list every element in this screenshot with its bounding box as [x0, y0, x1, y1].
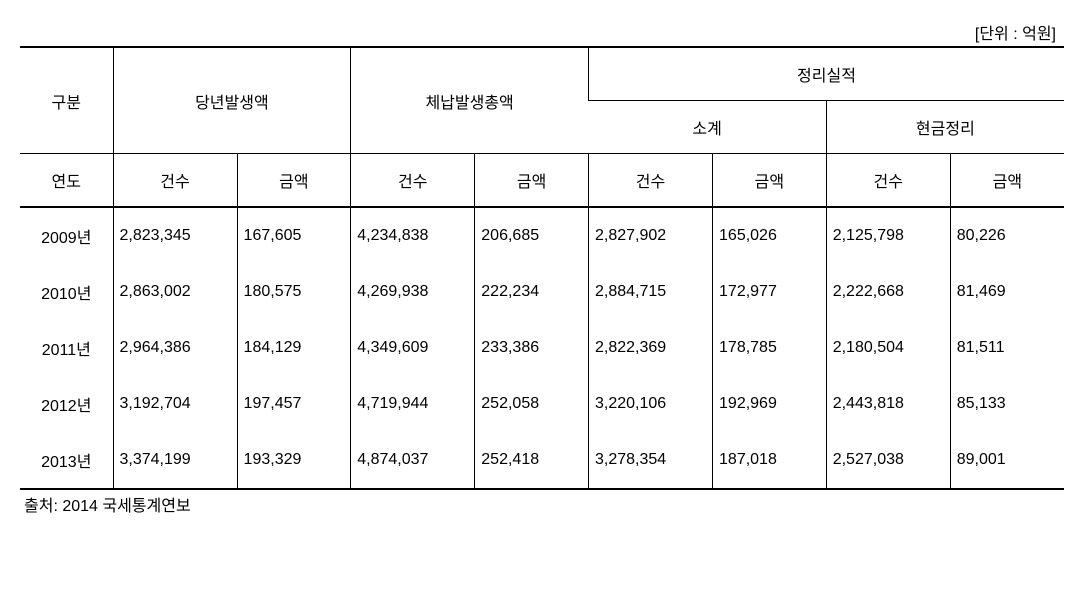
source-note: 출처: 2014 국세통계연보	[20, 492, 1064, 516]
amount-cell: 197,457	[237, 376, 351, 432]
amount-cell: 252,058	[475, 376, 589, 432]
table-row: 2011년2,964,386184,1294,349,609233,3862,8…	[20, 320, 1064, 376]
count-cell: 2,964,386	[113, 320, 237, 376]
table-row: 2009년2,823,345167,6054,234,838206,6852,8…	[20, 208, 1064, 264]
header-year: 연도	[20, 154, 113, 208]
amount-cell: 81,469	[950, 264, 1064, 320]
header-count: 건수	[588, 154, 712, 208]
count-cell: 2,863,002	[113, 264, 237, 320]
count-cell: 4,234,838	[351, 208, 475, 264]
amount-cell: 81,511	[950, 320, 1064, 376]
amount-cell: 206,685	[475, 208, 589, 264]
count-cell: 2,180,504	[826, 320, 950, 376]
amount-cell: 252,418	[475, 432, 589, 489]
amount-cell: 233,386	[475, 320, 589, 376]
amount-cell: 180,575	[237, 264, 351, 320]
amount-cell: 178,785	[713, 320, 827, 376]
count-cell: 2,827,902	[588, 208, 712, 264]
amount-cell: 165,026	[713, 208, 827, 264]
header-subtotal: 소계	[588, 101, 826, 154]
count-cell: 4,874,037	[351, 432, 475, 489]
amount-cell: 222,234	[475, 264, 589, 320]
amount-cell: 172,977	[713, 264, 827, 320]
count-cell: 2,884,715	[588, 264, 712, 320]
year-cell: 2013년	[20, 432, 113, 489]
amount-cell: 89,001	[950, 432, 1064, 489]
header-amount: 금액	[713, 154, 827, 208]
amount-cell: 184,129	[237, 320, 351, 376]
year-cell: 2009년	[20, 208, 113, 264]
header-amount: 금액	[950, 154, 1064, 208]
count-cell: 2,125,798	[826, 208, 950, 264]
table-row: 2012년3,192,704197,4574,719,944252,0583,2…	[20, 376, 1064, 432]
table-row: 2013년3,374,199193,3294,874,037252,4183,2…	[20, 432, 1064, 489]
count-cell: 3,278,354	[588, 432, 712, 489]
amount-cell: 80,226	[950, 208, 1064, 264]
count-cell: 3,374,199	[113, 432, 237, 489]
header-cash-settlement: 현금정리	[826, 101, 1064, 154]
header-category: 구분	[20, 47, 113, 154]
header-amount: 금액	[475, 154, 589, 208]
unit-label: [단위 : 억원]	[20, 20, 1064, 44]
count-cell: 3,220,106	[588, 376, 712, 432]
amount-cell: 187,018	[713, 432, 827, 489]
count-cell: 2,822,369	[588, 320, 712, 376]
year-cell: 2011년	[20, 320, 113, 376]
header-current-year: 당년발생액	[113, 47, 351, 154]
amount-cell: 192,969	[713, 376, 827, 432]
stats-table: 구분 당년발생액 체납발생총액 정리실적 소계 현금정리 연도 건수 금액 건수…	[20, 46, 1064, 490]
count-cell: 4,269,938	[351, 264, 475, 320]
amount-cell: 85,133	[950, 376, 1064, 432]
count-cell: 4,349,609	[351, 320, 475, 376]
count-cell: 2,443,818	[826, 376, 950, 432]
table-row: 2010년2,863,002180,5754,269,938222,2342,8…	[20, 264, 1064, 320]
count-cell: 2,527,038	[826, 432, 950, 489]
header-settlement: 정리실적	[588, 47, 1064, 101]
count-cell: 4,719,944	[351, 376, 475, 432]
header-count: 건수	[351, 154, 475, 208]
header-arrears-total: 체납발생총액	[351, 47, 589, 154]
count-cell: 2,823,345	[113, 208, 237, 264]
header-count: 건수	[826, 154, 950, 208]
table-container: [단위 : 억원] 구분 당년발생액 체납발생총액 정리실적 소계 현금정리 연…	[20, 20, 1064, 516]
count-cell: 3,192,704	[113, 376, 237, 432]
header-count: 건수	[113, 154, 237, 208]
count-cell: 2,222,668	[826, 264, 950, 320]
amount-cell: 193,329	[237, 432, 351, 489]
amount-cell: 167,605	[237, 208, 351, 264]
year-cell: 2010년	[20, 264, 113, 320]
table-body: 2009년2,823,345167,6054,234,838206,6852,8…	[20, 208, 1064, 489]
year-cell: 2012년	[20, 376, 113, 432]
header-amount: 금액	[237, 154, 351, 208]
